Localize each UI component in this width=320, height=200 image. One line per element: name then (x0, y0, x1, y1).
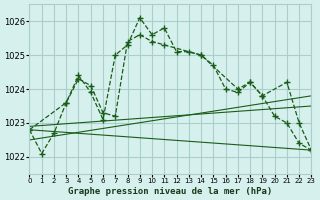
X-axis label: Graphe pression niveau de la mer (hPa): Graphe pression niveau de la mer (hPa) (68, 187, 273, 196)
